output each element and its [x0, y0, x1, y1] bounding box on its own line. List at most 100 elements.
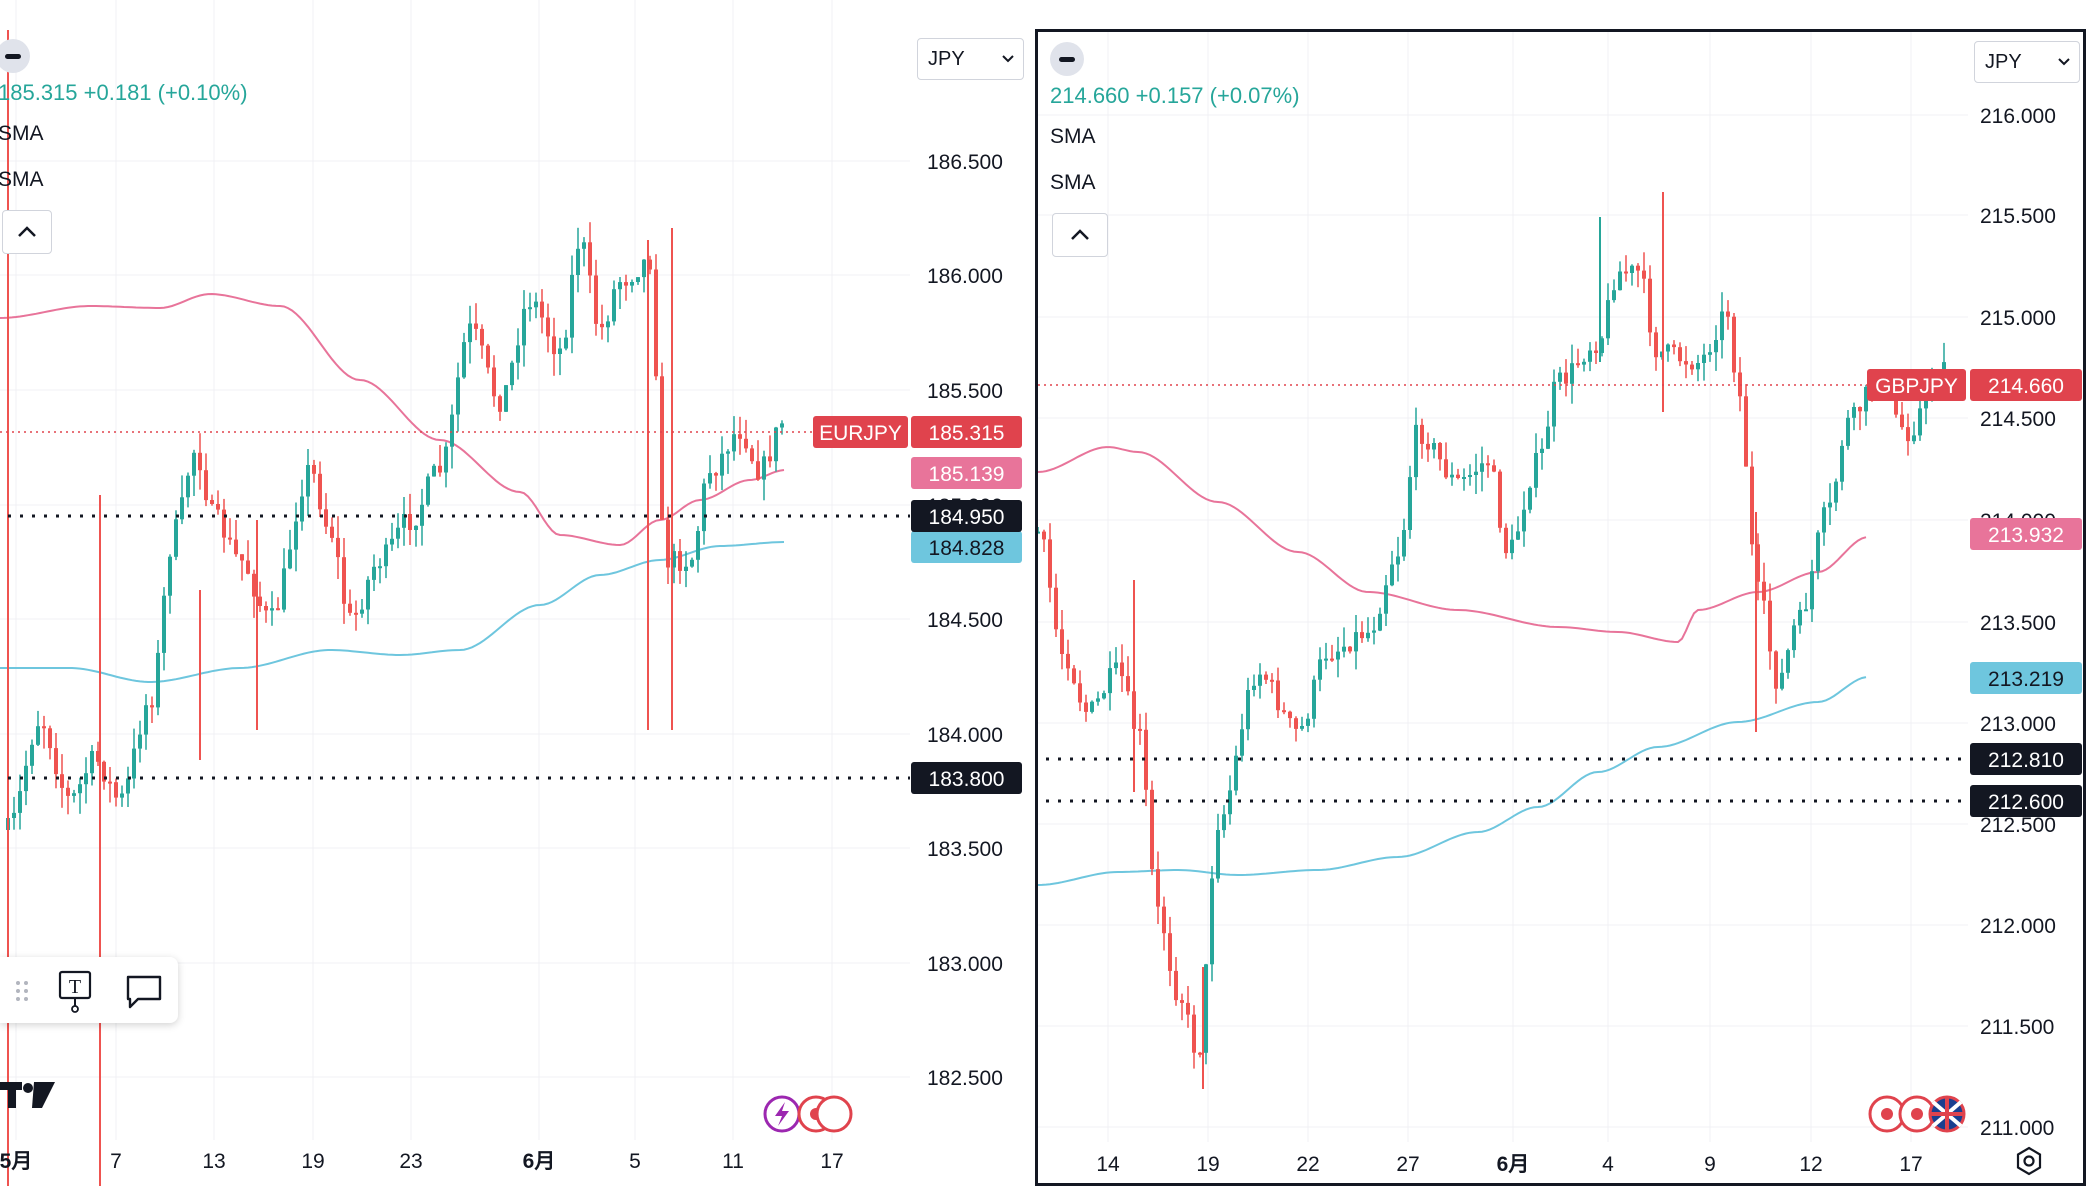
- level-price-tag-bg: [1970, 743, 2082, 775]
- candle: [1714, 325, 1718, 371]
- candle: [264, 601, 268, 623]
- collapse-legend-button-left[interactable]: [2, 210, 52, 254]
- candle: [768, 435, 772, 468]
- candle-body: [1594, 350, 1598, 353]
- last-price-tag[interactable]: 214.660: [1970, 369, 2082, 401]
- candle: [1360, 621, 1364, 643]
- candle: [1864, 384, 1868, 426]
- candle-body: [1438, 443, 1442, 460]
- candle-body: [1408, 477, 1412, 530]
- level-price-tag[interactable]: 183.800: [911, 762, 1022, 794]
- candle-body: [1576, 363, 1580, 366]
- candle: [258, 581, 262, 612]
- collapse-legend-button-right[interactable]: [1052, 213, 1108, 257]
- candle: [1642, 252, 1646, 294]
- candle: [216, 490, 220, 515]
- sma-1-value-tag[interactable]: 213.932: [1970, 518, 2082, 550]
- comment-tool-button[interactable]: [122, 969, 166, 1013]
- indicator-label-sma-1[interactable]: SMA: [0, 122, 44, 145]
- chart-canvas-left[interactable]: 186.500186.000185.500185.000184.500184.0…: [0, 0, 1030, 1186]
- tradingview-logo-icon[interactable]: [0, 1080, 60, 1110]
- chart-pane-left[interactable]: 186.500186.000185.500185.000184.500184.0…: [0, 0, 1030, 1186]
- candle-body: [84, 773, 88, 785]
- candle: [462, 332, 466, 379]
- candle: [24, 750, 28, 806]
- candle: [132, 728, 136, 789]
- drag-handle[interactable]: [2, 969, 42, 1013]
- sma-2-value-tag[interactable]: 184.828: [911, 531, 1022, 563]
- candle-body: [1840, 445, 1844, 482]
- candle-body: [1522, 509, 1526, 532]
- candle-body: [474, 323, 478, 329]
- candle-body: [444, 446, 448, 473]
- candle-body: [1462, 477, 1466, 479]
- candle: [1576, 348, 1580, 368]
- indicator-label-sma-2[interactable]: SMA: [1050, 171, 1096, 194]
- candle: [228, 518, 232, 545]
- candle: [1546, 410, 1550, 449]
- candle-body: [1078, 683, 1082, 703]
- candle: [1606, 283, 1610, 345]
- candle-body: [1066, 653, 1070, 669]
- candle-body: [1038, 531, 1040, 534]
- candle-body: [594, 275, 598, 324]
- candle: [1102, 690, 1106, 700]
- sma-2-value-tag[interactable]: 213.219: [1970, 662, 2082, 694]
- level-price-tag[interactable]: 212.600: [1970, 785, 2082, 817]
- event-markers-right[interactable]: [1867, 1094, 1983, 1134]
- currency-select-right[interactable]: JPY: [1974, 41, 2080, 83]
- gear-icon[interactable]: [2014, 1146, 2044, 1176]
- minimize-legend-button-right[interactable]: [1050, 42, 1084, 76]
- text-note-tool-button[interactable]: T: [53, 969, 97, 1013]
- candle-body: [1894, 393, 1898, 415]
- currency-select-left[interactable]: JPY: [917, 38, 1024, 80]
- minimize-legend-button-left[interactable]: [0, 39, 30, 73]
- candle-body: [60, 774, 64, 788]
- candle: [1378, 607, 1382, 632]
- chart-canvas-right[interactable]: 216.000215.500215.000214.500214.000213.5…: [1038, 32, 2086, 1186]
- candle-body: [1300, 726, 1304, 729]
- uk-flag-icon[interactable]: [1928, 1095, 1966, 1133]
- candle-body: [606, 321, 610, 328]
- candle-body: [1534, 453, 1538, 488]
- level-price-tag[interactable]: 184.950: [911, 500, 1022, 532]
- symbol-tag-bg: [1867, 369, 1966, 401]
- candle: [210, 494, 214, 506]
- candle: [762, 450, 766, 501]
- floating-drawing-toolbar: T: [0, 957, 178, 1023]
- candle: [684, 551, 688, 588]
- candle-body: [762, 456, 766, 480]
- candle: [312, 459, 316, 483]
- candle-body: [1288, 711, 1292, 719]
- candle: [276, 597, 280, 611]
- indicator-label-sma-1[interactable]: SMA: [1050, 125, 1096, 148]
- candle: [636, 277, 640, 285]
- candle-body: [1330, 658, 1334, 661]
- event-marker-icon[interactable]: [815, 1095, 853, 1133]
- last-price-tag[interactable]: 185.315: [911, 416, 1022, 448]
- symbol-tag[interactable]: EURJPY: [813, 416, 908, 448]
- candle-body: [1252, 685, 1256, 690]
- candle-body: [390, 538, 394, 545]
- sma-2-value-tag-text: 213.219: [1988, 668, 2064, 691]
- candle: [1090, 700, 1094, 714]
- candle: [744, 419, 748, 453]
- candle-body: [90, 751, 94, 774]
- time-axis: 14 19 22 27 6月 4 9 12 17: [1096, 1153, 1922, 1176]
- price-tick-label: 183.500: [927, 838, 1003, 861]
- candle-body: [618, 282, 622, 290]
- chart-pane-right[interactable]: 216.000215.500215.000214.500214.000213.5…: [1035, 29, 2086, 1186]
- candle: [1600, 336, 1604, 357]
- sma-2-value-tag-bg: [911, 531, 1022, 563]
- level-price-tag[interactable]: 212.810: [1970, 743, 2082, 775]
- candle: [1510, 524, 1514, 560]
- lightning-event-icon[interactable]: [763, 1095, 801, 1133]
- symbol-tag[interactable]: GBPJPY: [1867, 369, 1966, 401]
- candle-body: [504, 385, 508, 412]
- candle-body: [1600, 338, 1604, 353]
- sma-1-value-tag[interactable]: 185.139: [911, 457, 1022, 489]
- event-markers-left[interactable]: [762, 1094, 858, 1134]
- candle: [1648, 265, 1652, 347]
- indicator-label-sma-2[interactable]: SMA: [0, 168, 44, 191]
- candle: [1612, 279, 1616, 303]
